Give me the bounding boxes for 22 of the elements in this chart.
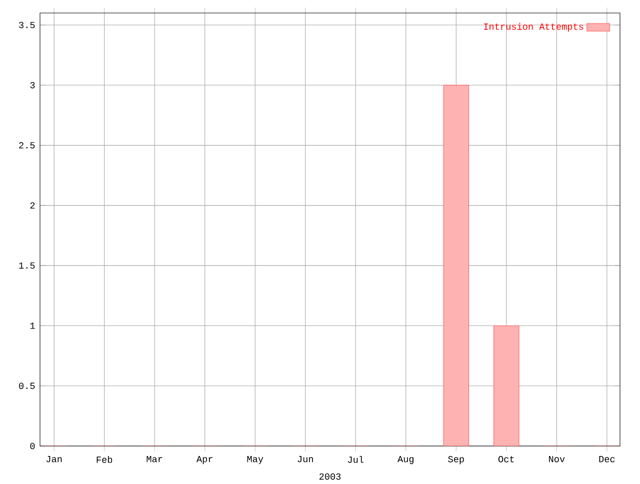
x-tick-label: Sep <box>448 456 464 464</box>
x-tick-label: Jan <box>46 456 62 462</box>
x-tick-label: Mar <box>146 456 162 462</box>
x-tick-label: Aug <box>397 456 414 464</box>
y-tick-label: 3.5 <box>19 22 35 28</box>
x-tick-label: Jul <box>348 456 364 463</box>
y-tick-label: 0 <box>30 442 35 450</box>
x-tick-label: May <box>247 456 264 464</box>
x-tick-label: Jun <box>298 456 313 462</box>
x-tick-label: Nov <box>549 456 565 462</box>
x-tick-label: Apr <box>196 456 212 464</box>
y-tick-label: 2 <box>30 202 35 208</box>
y-tick-label: 0.5 <box>19 382 35 389</box>
x-tick-label: Feb <box>96 456 112 463</box>
legend-label: Intrusion Attempts <box>484 22 584 32</box>
x-tick-label: Oct <box>498 456 514 462</box>
x-axis-title: 2003 <box>319 473 341 480</box>
y-tick-label: 1 <box>30 322 35 329</box>
y-tick-label: 1.5 <box>19 262 35 269</box>
y-tick-label: 2.5 <box>19 142 35 148</box>
y-tick-label: 3 <box>30 82 35 88</box>
x-tick-label: Dec <box>599 456 615 462</box>
